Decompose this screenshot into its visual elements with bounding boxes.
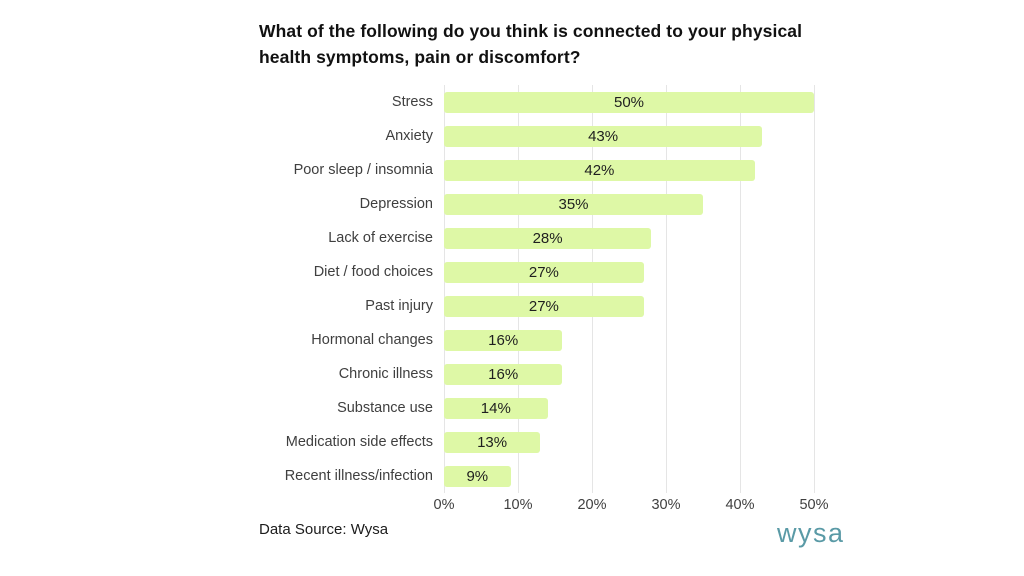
bar-track: 35%	[444, 193, 814, 215]
gridline	[814, 85, 815, 493]
x-tick-label: 10%	[503, 497, 533, 513]
chart-row: Stress 50%	[259, 85, 839, 119]
bar-track: 50%	[444, 91, 814, 113]
chart-title: What of the following do you think is co…	[259, 21, 803, 67]
bar-track: 13%	[444, 431, 814, 453]
bar-chart: Stress 50% Anxiety 43% Poor sleep / insomnia…	[259, 85, 839, 517]
bar: 27%	[444, 295, 644, 317]
bar: 43%	[444, 125, 763, 147]
bar: 9%	[444, 465, 511, 487]
bar-value-label: 27%	[528, 263, 559, 281]
category-label: Anxiety	[385, 128, 433, 144]
category-label: Hormonal changes	[311, 332, 433, 348]
chart-row: Chronic illness 16%	[259, 357, 839, 391]
bar-track: 28%	[444, 227, 814, 249]
gridline	[444, 85, 445, 493]
chart-row: Past injury 27%	[259, 289, 839, 323]
gridline	[592, 85, 593, 493]
x-tick-label: 0%	[433, 497, 455, 513]
bar-value-label: 42%	[584, 161, 615, 179]
bar-value-label: 28%	[532, 229, 563, 247]
gridline	[518, 85, 519, 493]
bar-value-label: 27%	[528, 297, 559, 315]
bar-track: 43%	[444, 125, 814, 147]
bar-rows: Stress 50% Anxiety 43% Poor sleep / insomnia…	[259, 85, 839, 493]
chart-row: Medication side effects 13%	[259, 425, 839, 459]
bar-track: 9%	[444, 465, 814, 487]
bar-value-label: 43%	[588, 127, 619, 145]
bar-value-label: 9%	[466, 467, 489, 485]
bar-track: 27%	[444, 261, 814, 283]
category-label: Past injury	[365, 298, 433, 314]
bar: 35%	[444, 193, 703, 215]
category-label: Medication side effects	[285, 434, 433, 450]
category-label: Poor sleep / insomnia	[293, 162, 433, 178]
bar-track: 16%	[444, 363, 814, 385]
category-label: Depression	[359, 196, 433, 212]
category-label: Chronic illness	[338, 366, 433, 382]
bar-value-label: 14%	[480, 399, 511, 417]
chart-row: Recent illness/infection 9%	[259, 459, 839, 493]
gridline	[740, 85, 741, 493]
category-label: Recent illness/infection	[284, 468, 433, 484]
bar: 42%	[444, 159, 755, 181]
bar-value-label: 13%	[477, 433, 508, 451]
bar: 14%	[444, 397, 548, 419]
grid-layer	[444, 85, 815, 493]
chart-row: Diet / food choices 27%	[259, 255, 839, 289]
bar-value-label: 50%	[613, 93, 645, 111]
chart-row: Poor sleep / insomnia 42%	[259, 153, 839, 187]
plot-area: Stress 50% Anxiety 43% Poor sleep / insomnia…	[259, 85, 839, 493]
x-tick-label: 20%	[577, 497, 607, 513]
category-label: Substance use	[337, 400, 433, 416]
chart-row: Hormonal changes 16%	[259, 323, 839, 357]
bar: 13%	[444, 431, 541, 453]
wysa-logo: wysa	[777, 518, 845, 548]
x-tick-label: 50%	[799, 497, 829, 513]
bar: 16%	[444, 363, 563, 385]
chart-row: Substance use 14%	[259, 391, 839, 425]
category-label: Stress	[391, 94, 433, 110]
bar-track: 27%	[444, 295, 814, 317]
bar-track: 16%	[444, 329, 814, 351]
bar: 16%	[444, 329, 563, 351]
chart-row: Anxiety 43%	[259, 119, 839, 153]
category-label: Lack of exercise	[328, 230, 433, 246]
x-axis: 0% 10% 20% 30% 40% 50%	[259, 497, 839, 517]
gridline	[666, 85, 667, 493]
x-tick-label: 40%	[725, 497, 755, 513]
bar-value-label: 16%	[488, 365, 519, 383]
bar: 27%	[444, 261, 644, 283]
bar-value-label: 35%	[558, 195, 589, 213]
bar-track: 42%	[444, 159, 814, 181]
chart-row: Lack of exercise 28%	[259, 221, 839, 255]
data-source-note: Data Source: Wysa	[259, 521, 389, 538]
chart-row: Depression 35%	[259, 187, 839, 221]
x-tick-label: 30%	[651, 497, 681, 513]
bar-track: 14%	[444, 397, 814, 419]
category-label: Diet / food choices	[313, 264, 433, 280]
bar-value-label: 16%	[488, 331, 519, 349]
bar: 50%	[444, 91, 814, 113]
bar: 28%	[444, 227, 652, 249]
